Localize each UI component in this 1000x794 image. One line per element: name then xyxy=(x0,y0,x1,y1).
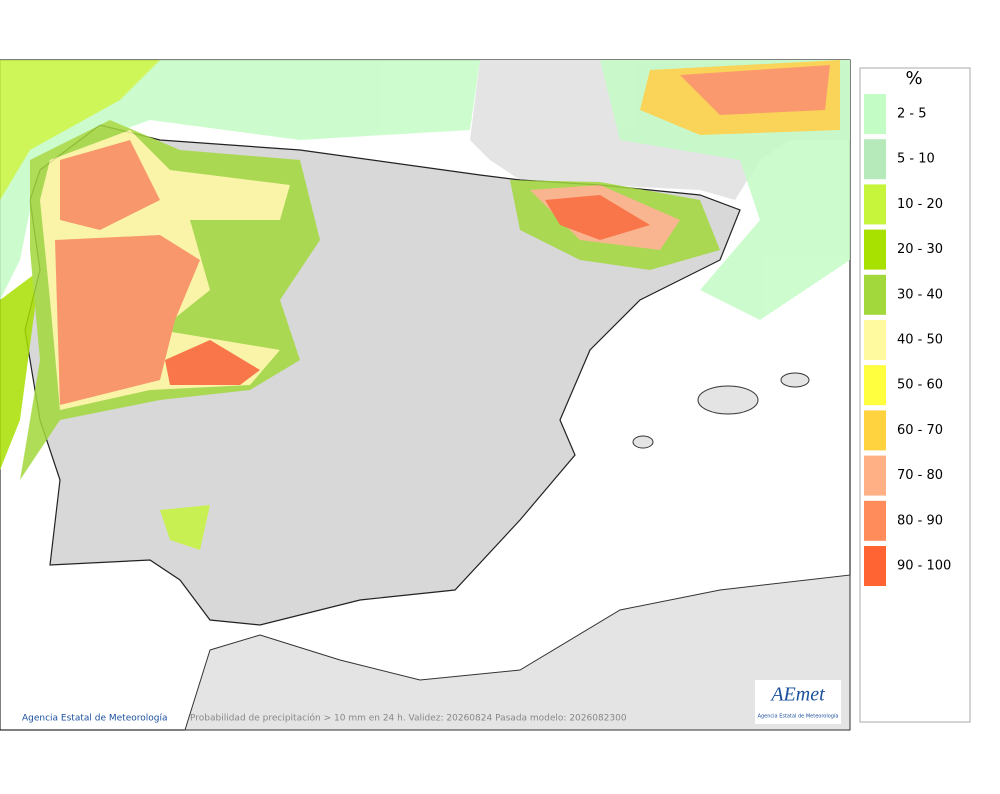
logo-box xyxy=(755,680,841,724)
legend-label: 2 - 5 xyxy=(897,107,927,122)
legend-swatch xyxy=(864,365,886,406)
map: Agencia Estatal de Meteorología Probabil… xyxy=(0,59,851,731)
legend: % 2 - 5 5 - 10 10 - 20 20 - 30 30 - 40 40 - 5… xyxy=(859,67,971,723)
legend-label: 90 - 100 xyxy=(897,559,951,574)
legend-title: % xyxy=(905,68,922,89)
legend-swatch xyxy=(864,500,886,541)
legend-label: 5 - 10 xyxy=(897,152,935,167)
map-credit: Agencia Estatal de Meteorología xyxy=(22,714,168,724)
africa xyxy=(184,574,851,731)
legend-label: 20 - 30 xyxy=(897,242,943,257)
map-caption: Probabilidad de precipitación > 10 mm en… xyxy=(190,713,627,724)
legend-label: 40 - 50 xyxy=(897,333,943,348)
legend-swatch xyxy=(864,455,886,496)
legend-swatch xyxy=(864,320,886,360)
legend-swatch xyxy=(864,229,886,270)
legend-swatch xyxy=(864,139,886,180)
island xyxy=(780,372,810,388)
legend-swatch xyxy=(864,274,886,315)
legend-swatch xyxy=(864,546,886,586)
logo-subtitle: Agencia Estatal de Meteorología xyxy=(758,713,839,720)
legend-label: 70 - 80 xyxy=(897,468,943,483)
precipitation-field xyxy=(0,60,850,550)
legend-swatch xyxy=(864,184,886,225)
legend-swatch xyxy=(864,94,886,134)
legend-label: 10 - 20 xyxy=(897,197,943,212)
legend-label: 80 - 90 xyxy=(897,513,943,528)
legend-label: 50 - 60 xyxy=(897,378,943,393)
legend-label: 30 - 40 xyxy=(897,287,943,302)
island xyxy=(697,385,759,415)
island xyxy=(632,435,654,449)
legend-swatch xyxy=(864,410,886,451)
logo-name: AEmet xyxy=(769,684,825,706)
legend-label: 60 - 70 xyxy=(897,423,943,438)
